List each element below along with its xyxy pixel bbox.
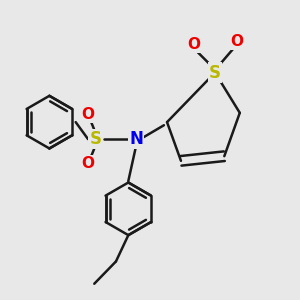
Text: O: O	[82, 156, 94, 171]
Text: S: S	[209, 64, 221, 82]
Text: S: S	[90, 130, 102, 148]
Text: O: O	[230, 34, 243, 49]
Text: N: N	[129, 130, 143, 148]
Text: O: O	[82, 107, 94, 122]
Text: O: O	[187, 37, 200, 52]
